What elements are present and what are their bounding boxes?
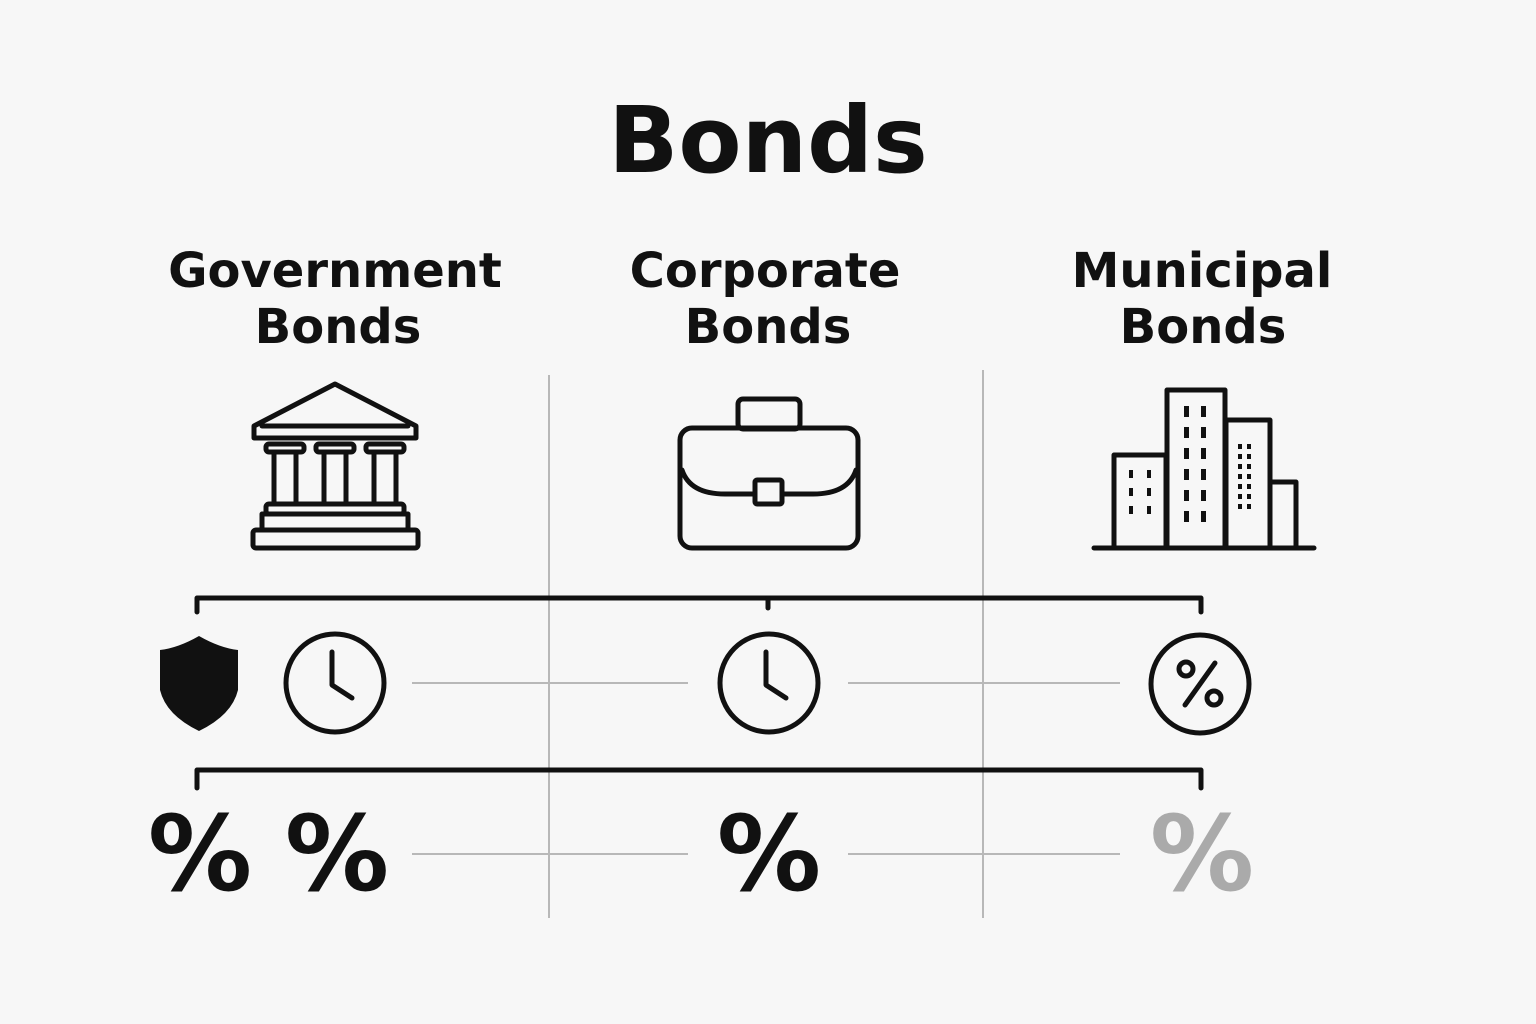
window: [1247, 464, 1251, 469]
window: [1201, 427, 1206, 438]
svg-text:Bonds: Bonds: [255, 299, 422, 355]
clock-icon: [717, 631, 821, 735]
bank-icon: [250, 381, 421, 551]
window: [1201, 490, 1206, 501]
window: [1201, 469, 1206, 480]
window: [1238, 474, 1242, 479]
window: [1129, 488, 1133, 496]
window: [1184, 469, 1189, 480]
connector-bracket: [194, 595, 1204, 615]
buildings-icon: [1091, 387, 1317, 551]
window: [1247, 494, 1251, 499]
svg-text:Bonds: Bonds: [1120, 299, 1287, 355]
window: [1184, 511, 1189, 522]
window: [1238, 444, 1242, 449]
percent-icon: %: [148, 793, 252, 915]
window: [1247, 454, 1251, 459]
percent-icon: %: [285, 793, 389, 915]
window: [1147, 470, 1151, 478]
window: [1184, 427, 1189, 438]
window: [1247, 444, 1251, 449]
window: [1129, 506, 1133, 514]
percent-icon-muted: %: [1150, 793, 1254, 915]
window: [1238, 484, 1242, 489]
svg-text:Municipal: Municipal: [1072, 243, 1333, 299]
clock-icon: [283, 631, 387, 735]
heading-corporate: Corporate Bonds: [630, 243, 901, 355]
briefcase-icon: [677, 396, 861, 551]
window: [1184, 448, 1189, 459]
window: [1201, 406, 1206, 417]
window: [1238, 464, 1242, 469]
window: [1238, 494, 1242, 499]
window: [1247, 474, 1251, 479]
diagram-title: Bonds: [608, 87, 927, 194]
window: [1201, 511, 1206, 522]
heading-government: Government Bonds: [168, 243, 502, 355]
shield-icon: [160, 636, 238, 731]
connector-bracket: [194, 767, 1204, 791]
window: [1129, 470, 1133, 478]
percent-circle-icon: [1148, 632, 1252, 736]
percent-icon: %: [717, 793, 821, 915]
window: [1147, 488, 1151, 496]
svg-text:Government: Government: [168, 243, 502, 299]
svg-text:Bonds: Bonds: [685, 299, 852, 355]
window: [1184, 406, 1189, 417]
window: [1238, 504, 1242, 509]
window: [1238, 454, 1242, 459]
window: [1247, 484, 1251, 489]
window: [1201, 448, 1206, 459]
window: [1147, 506, 1151, 514]
window: [1184, 490, 1189, 501]
svg-text:Corporate: Corporate: [630, 243, 901, 299]
heading-municipal: Municipal Bonds: [1072, 243, 1333, 355]
window: [1247, 504, 1251, 509]
